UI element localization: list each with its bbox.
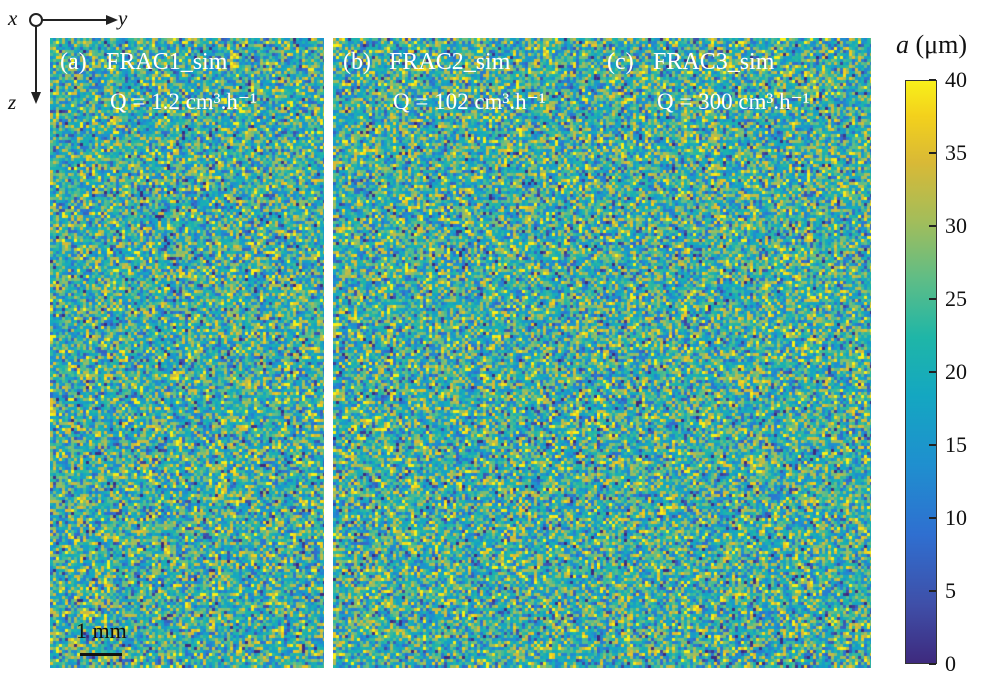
scale-bar-line [80,653,122,656]
colorbar-tick-label: 10 [945,505,967,530]
colorbar-tick [929,225,936,227]
colorbar-tick [929,298,936,300]
panel-frac2: (b) FRAC2_sim Q = 102 cm³.h⁻¹ [333,38,607,668]
y-axis-label: y [118,6,128,30]
panel-name-frac1: FRAC1_sim [106,49,228,75]
heatmap-frac3 [597,38,871,668]
colorbar-tick-label: 15 [945,432,967,457]
colorbar-tick [929,444,936,446]
axes-orientation-indicator: x y z [6,4,136,114]
y-axis-arrowhead [106,15,118,25]
panel-flow-frac2: Q = 102 cm³.h⁻¹ [393,89,546,114]
heatmap-frac1 [50,38,324,668]
axes-arrows [29,13,118,104]
colorbar-tick-label: 25 [945,286,967,311]
panel-label-b: (b) [343,49,371,75]
colorbar-tick [929,371,936,373]
panel-flow-frac3: Q = 300 cm³.h⁻¹ [657,89,810,114]
panel-label-c: (c) [607,49,634,75]
colorbar-tick-label: 5 [945,578,956,603]
colorbar-tick [929,152,936,154]
colorbar-tick [929,517,936,519]
colorbar-tick-label: 40 [945,67,967,92]
x-axis-label: x [8,6,18,30]
colorbar-tick-label: 30 [945,213,967,238]
colorbar-title: a (μm) [896,32,967,58]
panel-name-frac2: FRAC2_sim [389,49,511,75]
colorbar-tick-label: 0 [945,651,956,676]
z-axis-arrowhead [31,92,41,104]
colorbar-tick-label: 20 [945,359,967,384]
panel-frac3: (c) FRAC3_sim Q = 300 cm³.h⁻¹ [597,38,871,668]
colorbar-tick [929,663,936,665]
scale-bar-label: 1 mm [76,618,127,643]
heatmap-frac2 [333,38,607,668]
panel-label-a: (a) [60,49,87,75]
panel-frac1: (a) FRAC1_sim Q = 1.2 cm³.h⁻¹ 1 mm [50,38,324,668]
z-axis-label: z [8,90,17,114]
colorbar-symbol: a [896,30,909,59]
panel-flow-frac1: Q = 1.2 cm³.h⁻¹ [110,89,257,114]
colorbar-unit: (μm) [915,30,967,59]
x-axis-out-of-plane-marker [29,13,43,27]
colorbar-tick [929,79,936,81]
colorbar-tick [929,590,936,592]
panel-name-frac3: FRAC3_sim [653,49,775,75]
scale-bar: 1 mm [76,620,136,660]
colorbar-tick-label: 35 [945,140,967,165]
